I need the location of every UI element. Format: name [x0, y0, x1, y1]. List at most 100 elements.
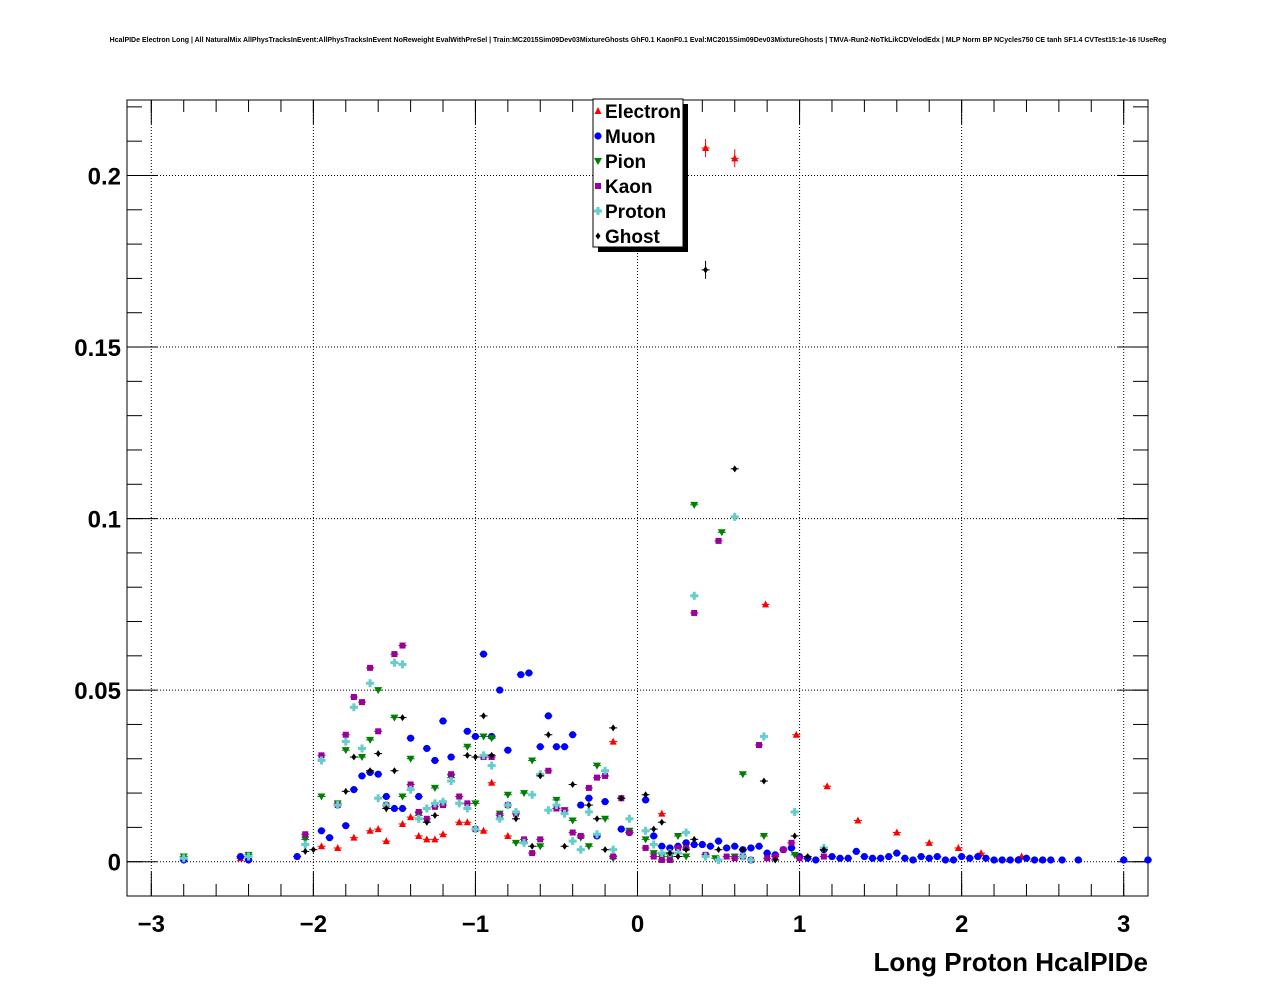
point-kaon: [626, 829, 633, 836]
point-ghost: [618, 794, 624, 802]
point-kaon: [302, 831, 309, 838]
point-muon: [949, 856, 958, 864]
point-pion: [503, 791, 512, 799]
point-kaon: [602, 772, 609, 779]
point-muon: [893, 849, 901, 857]
point-proton: [560, 809, 569, 818]
point-electron: [762, 600, 770, 608]
point-kaon: [731, 855, 738, 862]
point-pion: [390, 714, 399, 722]
point-proton: [625, 814, 634, 823]
point-pion: [430, 784, 439, 792]
point-muon: [982, 854, 990, 862]
point-ghost: [761, 777, 767, 785]
point-pion: [520, 790, 529, 798]
point-muon: [525, 669, 533, 677]
x-tick-label: 3: [1117, 911, 1130, 938]
point-electron: [792, 730, 800, 738]
point-muon: [325, 834, 334, 842]
point-pion: [301, 836, 310, 844]
point-muon: [812, 856, 820, 864]
point-muon: [479, 650, 488, 658]
point-muon: [517, 671, 525, 679]
point-muon: [342, 822, 350, 830]
point-ghost: [643, 791, 649, 799]
legend-marker-muon: [594, 132, 602, 140]
point-proton: [406, 785, 415, 794]
series-pion: [179, 501, 799, 863]
point-muon: [650, 832, 658, 840]
point-muon: [560, 743, 569, 751]
point-muon: [415, 792, 423, 801]
point-muon: [658, 842, 666, 850]
point-proton: [244, 852, 253, 861]
point-proton: [430, 799, 439, 808]
point-muon: [601, 798, 609, 806]
point-kaon: [415, 808, 422, 815]
x-tick-label: 1: [793, 911, 806, 938]
point-muon: [787, 844, 796, 852]
x-tick-label: −3: [138, 911, 165, 938]
point-electron: [504, 831, 512, 839]
point-muon: [1074, 856, 1082, 864]
point-proton: [439, 797, 448, 806]
point-electron: [731, 154, 739, 162]
point-proton: [487, 761, 496, 770]
point-ghost: [367, 767, 373, 775]
point-ghost: [740, 846, 746, 854]
point-kaon: [820, 853, 827, 860]
point-ghost: [772, 856, 778, 864]
point-muon: [447, 753, 455, 761]
point-muon: [941, 856, 950, 864]
point-proton: [398, 660, 407, 669]
point-electron: [463, 818, 471, 826]
point-ghost: [513, 815, 519, 823]
point-muon: [706, 842, 715, 850]
point-pion: [479, 733, 488, 741]
point-kaon: [318, 752, 325, 759]
legend-entries: Electron Muon Pion Kaon Proton Ghost: [594, 102, 681, 248]
point-pion: [674, 832, 683, 840]
point-electron: [350, 833, 358, 841]
point-kaon: [569, 829, 576, 836]
point-muon: [398, 804, 407, 813]
point-muon: [933, 852, 941, 861]
point-ghost: [610, 724, 616, 732]
point-pion: [568, 817, 577, 825]
y-tick-labels: 0 0.05 0.1 0.15 0.2: [74, 163, 121, 876]
point-pion: [584, 843, 593, 851]
point-electron: [609, 737, 617, 745]
y-tick-label: 0.05: [74, 678, 121, 705]
point-electron: [658, 809, 666, 817]
point-muon: [974, 852, 982, 861]
point-muon: [390, 804, 399, 813]
chart-title: HcalPIDe Electron Long | All NaturalMix …: [110, 37, 1167, 44]
point-ghost: [703, 266, 709, 274]
point-muon: [958, 852, 966, 861]
point-pion: [406, 755, 415, 763]
series-ghost: [301, 260, 828, 864]
x-tick-label: 0: [631, 911, 644, 938]
point-muon: [714, 837, 723, 845]
point-proton: [341, 737, 350, 746]
point-muon: [1022, 854, 1031, 862]
y-tick-label: 0.1: [88, 507, 121, 534]
point-proton: [414, 814, 423, 823]
point-muon: [836, 854, 844, 862]
point-kaon: [537, 836, 544, 843]
point-muon: [917, 852, 925, 861]
x-tick-label: −2: [300, 911, 327, 938]
point-muon: [852, 847, 860, 855]
point-ghost: [602, 846, 608, 854]
point-proton: [568, 837, 577, 846]
point-muon: [374, 770, 382, 778]
point-kaon: [666, 856, 673, 863]
point-muon: [844, 854, 852, 862]
point-ghost: [472, 753, 478, 761]
point-muon: [1030, 856, 1039, 864]
point-kaon: [780, 846, 787, 853]
point-proton: [333, 801, 342, 810]
legend-marker-kaon: [595, 183, 601, 189]
point-kaon: [375, 728, 382, 735]
point-electron: [415, 831, 423, 839]
